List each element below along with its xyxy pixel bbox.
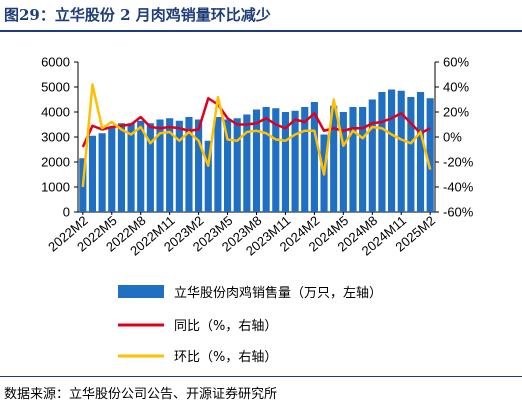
legend-label-yoy: 同比（%，右轴） xyxy=(174,319,277,334)
bar xyxy=(272,108,280,212)
legend-swatch-sales xyxy=(118,285,164,298)
bar xyxy=(233,118,241,212)
bar xyxy=(98,133,106,212)
right-tick-label: -20% xyxy=(443,155,474,170)
left-tick-label: 4000 xyxy=(41,105,70,120)
yoy-line xyxy=(81,97,431,148)
left-tick-label: 0 xyxy=(63,205,70,220)
left-tick-label: 6000 xyxy=(41,55,70,70)
right-tick-label: -40% xyxy=(443,180,474,195)
bar xyxy=(185,117,193,212)
left-tick-label: 3000 xyxy=(41,130,70,145)
bar xyxy=(301,107,309,212)
bar xyxy=(223,119,232,212)
right-axis: -60% -40% -20% 0% 20% 40% 60% xyxy=(435,55,474,220)
right-tick-label: 40% xyxy=(443,80,469,95)
bar xyxy=(407,97,415,212)
bar xyxy=(127,123,135,212)
bars xyxy=(79,89,434,212)
bar xyxy=(204,140,212,212)
bar xyxy=(137,120,145,212)
bar xyxy=(330,105,338,212)
bar xyxy=(416,92,425,212)
legend-label-mom: 环比（%，右轴） xyxy=(174,350,277,365)
bar xyxy=(214,117,222,212)
bar xyxy=(175,120,183,212)
bar xyxy=(166,118,174,212)
title-rule xyxy=(0,30,522,32)
bar xyxy=(88,135,97,212)
bar xyxy=(117,123,125,212)
bar xyxy=(359,107,367,212)
right-tick-label: 0% xyxy=(443,130,462,145)
bar xyxy=(378,92,386,212)
bar xyxy=(195,119,203,212)
bar xyxy=(252,109,261,212)
bar xyxy=(108,127,116,212)
legend: 立华股份肉鸡销售量（万只，左轴） 同比（%，右轴） 环比（%，右轴） xyxy=(118,285,382,365)
bar xyxy=(388,89,396,212)
figure-title: 图29：立华股份 2 月肉鸡销量环比减少 xyxy=(4,6,271,24)
source-text: 数据来源：立华股份公司公告、开源证券研究所 xyxy=(4,387,278,402)
bar xyxy=(339,112,347,212)
left-tick-label: 1000 xyxy=(41,180,70,195)
right-tick-label: -60% xyxy=(443,205,474,220)
bar xyxy=(397,90,405,212)
bar xyxy=(349,107,357,212)
chart: 0 1000 2000 3000 4000 5000 6000 -60% -40% -20% 0%… xyxy=(41,55,474,366)
left-tick-label: 2000 xyxy=(41,155,70,170)
source-rule xyxy=(0,376,522,377)
bar xyxy=(156,119,164,212)
x-axis: 2022M22022M52022M82022M112023M22023M5202… xyxy=(45,212,438,259)
bar xyxy=(243,114,251,212)
bar xyxy=(310,102,318,212)
left-axis: 0 1000 2000 3000 4000 5000 6000 xyxy=(41,55,78,220)
bar xyxy=(262,107,270,212)
bar xyxy=(426,98,434,212)
bar xyxy=(281,112,290,212)
right-tick-label: 20% xyxy=(443,105,469,120)
legend-label-sales: 立华股份肉鸡销售量（万只，左轴） xyxy=(174,285,382,301)
bar xyxy=(291,110,299,212)
right-tick-label: 60% xyxy=(443,55,469,70)
bar xyxy=(146,123,154,212)
bar xyxy=(368,99,376,212)
left-tick-label: 5000 xyxy=(41,80,70,95)
lines xyxy=(81,83,432,188)
mom-line xyxy=(81,83,432,188)
